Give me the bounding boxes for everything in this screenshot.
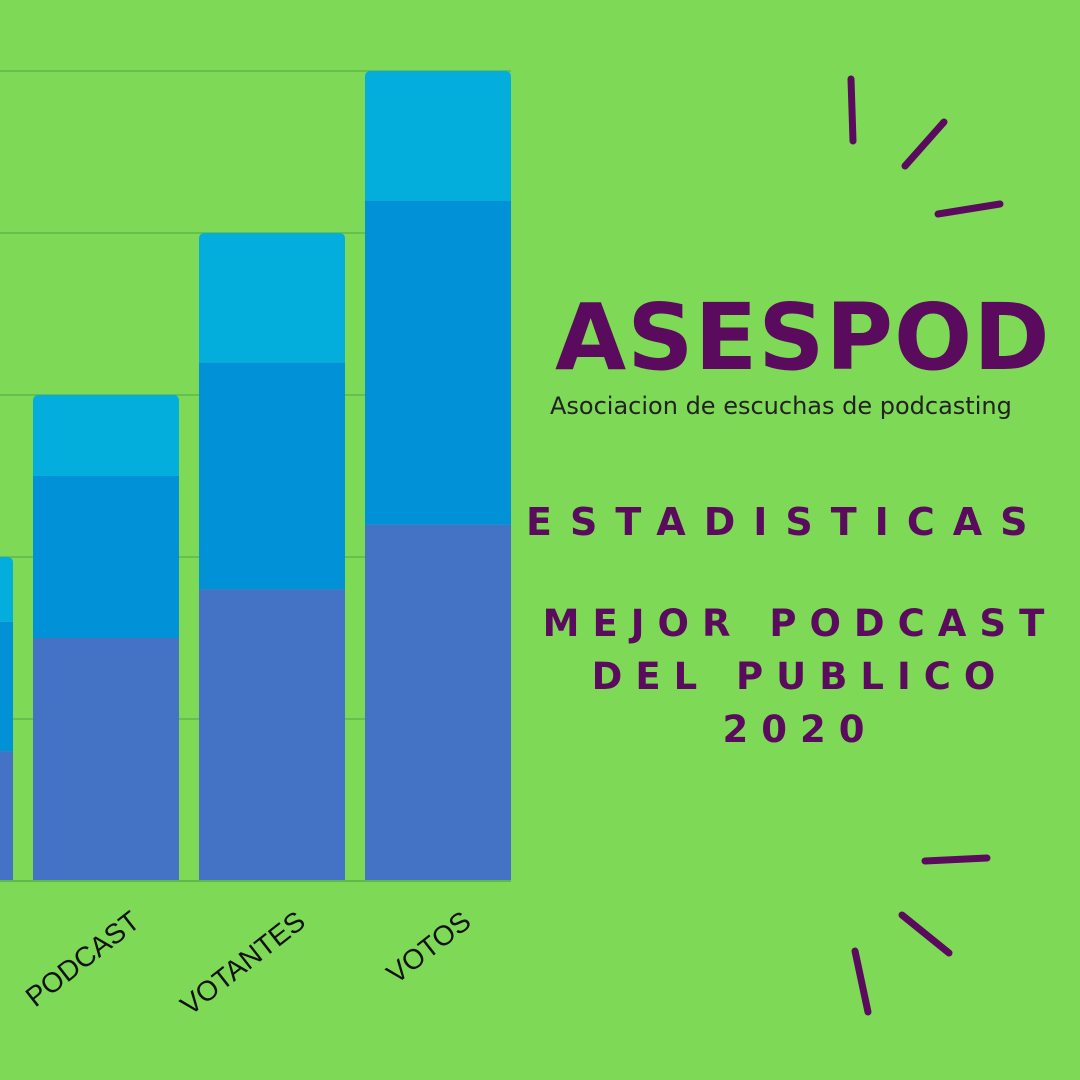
subtitle-line-1: MEJOR PODCAST (542, 602, 1058, 645)
chart-bars (0, 71, 511, 881)
bar-segment-votantes-2 (199, 362, 345, 590)
section-heading: ESTADISTICAS (526, 500, 1046, 544)
ray-top-3 (934, 200, 1004, 218)
ray-bottom-3 (851, 947, 872, 1016)
bar-segment-votantes-3 (199, 233, 345, 363)
brand-title: ASESPOD (555, 284, 1051, 391)
ray-bottom-2 (898, 911, 953, 957)
ray-top-1 (847, 75, 857, 145)
bar-segment-first-2 (0, 621, 13, 752)
bar-segment-first-3 (0, 557, 13, 622)
ray-bottom-1 (921, 854, 991, 865)
subtitle-line-3: 2020 (722, 708, 878, 751)
bar-segment-votos-1 (365, 524, 511, 881)
bar-segment-votos-2 (365, 200, 511, 525)
brand-tagline: Asociacion de escuchas de podcasting (550, 392, 1012, 420)
subtitle-line-2: DEL PUBLICO (591, 655, 1009, 698)
bar-segment-podcast-2 (33, 476, 179, 638)
bar-segment-votantes-1 (199, 589, 345, 881)
bar-segment-first-1 (0, 751, 13, 881)
bar-segment-votos-3 (365, 71, 511, 201)
bar-segment-podcast-1 (33, 638, 179, 881)
ray-top-2 (901, 118, 948, 170)
bar-segment-podcast-3 (33, 395, 179, 476)
